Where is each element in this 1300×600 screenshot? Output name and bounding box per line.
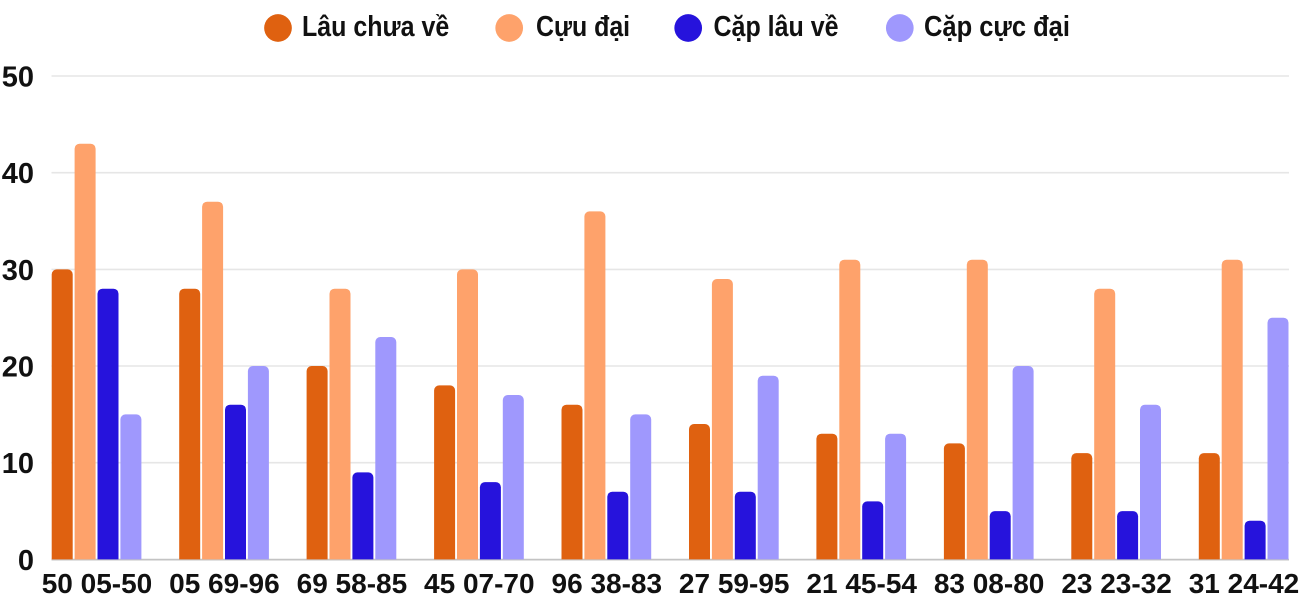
svg-text:50: 50 <box>2 61 34 93</box>
svg-text:45 07-70: 45 07-70 <box>424 568 535 599</box>
svg-text:30: 30 <box>2 255 34 287</box>
svg-text:96 38-83: 96 38-83 <box>552 568 663 599</box>
svg-text:21 45-54: 21 45-54 <box>806 568 917 599</box>
svg-text:10: 10 <box>2 448 34 480</box>
svg-text:Cựu đại: Cựu đại <box>536 10 630 42</box>
svg-text:83 08-80: 83 08-80 <box>934 568 1045 599</box>
svg-text:27 59-95: 27 59-95 <box>679 568 790 599</box>
svg-text:31 24-42: 31 24-42 <box>1189 568 1300 599</box>
svg-text:0: 0 <box>18 545 34 577</box>
svg-text:05 69-96: 05 69-96 <box>169 568 280 599</box>
svg-text:40: 40 <box>2 158 34 190</box>
svg-text:Cặp cực đại: Cặp cực đại <box>924 9 1070 42</box>
svg-text:69 58-85: 69 58-85 <box>297 568 408 599</box>
svg-text:20: 20 <box>2 351 34 383</box>
svg-text:Lâu chưa về: Lâu chưa về <box>302 9 449 42</box>
svg-text:50 05-50: 50 05-50 <box>42 568 153 599</box>
svg-text:Cặp lâu về: Cặp lâu về <box>714 9 839 42</box>
svg-text:23 23-32: 23 23-32 <box>1061 568 1172 599</box>
